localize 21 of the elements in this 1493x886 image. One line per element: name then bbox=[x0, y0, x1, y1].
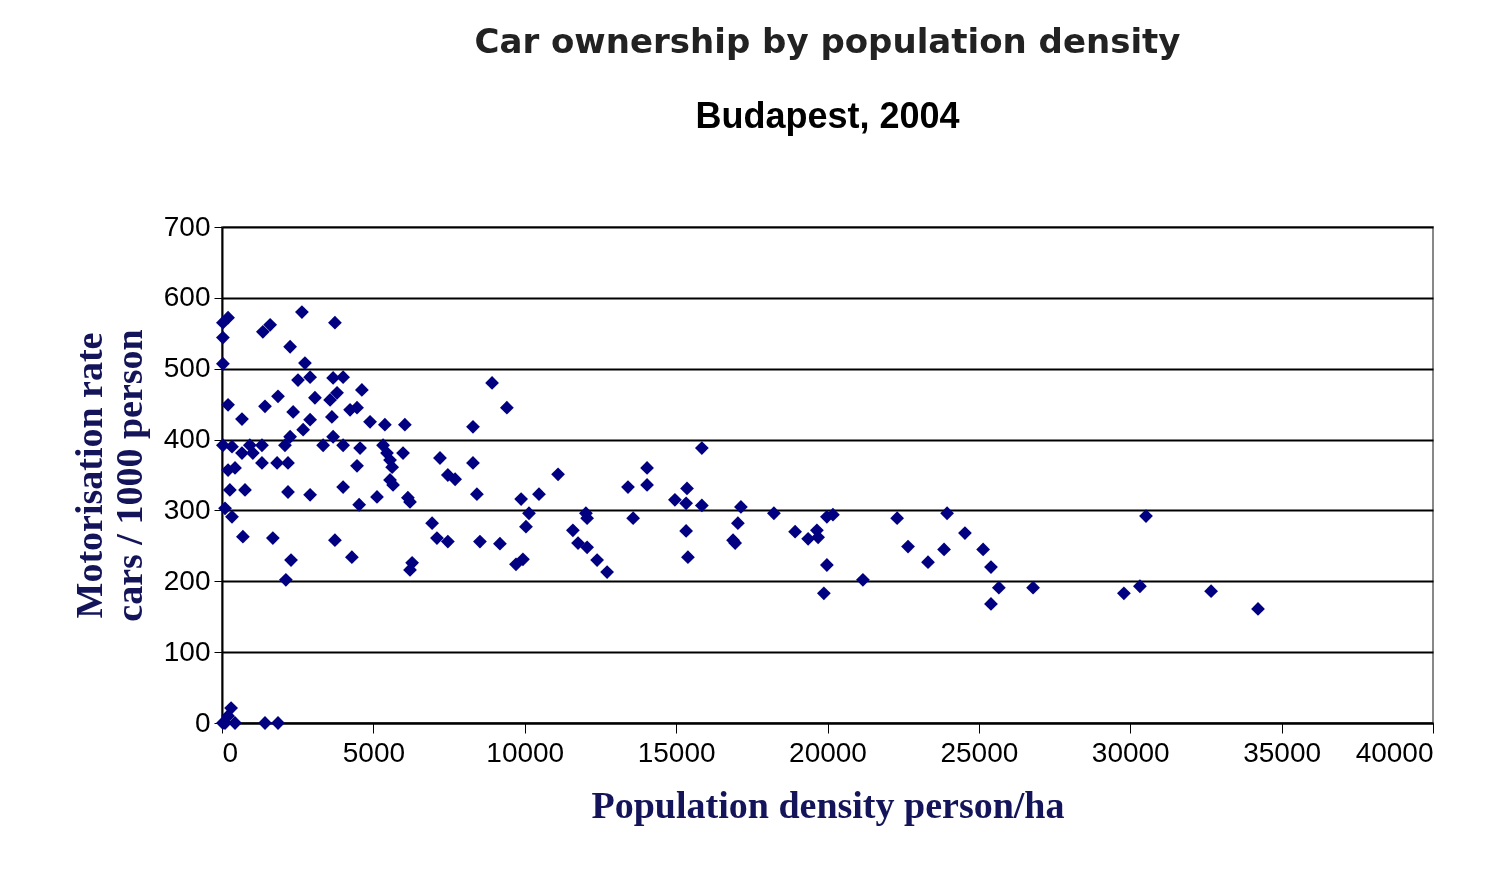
y-tick-label: 400 bbox=[163, 423, 211, 455]
x-tick-label: 15000 bbox=[637, 736, 716, 768]
x-tick-label: 0 bbox=[222, 736, 239, 768]
chart-subtitle: Budapest, 2004 bbox=[695, 95, 960, 136]
x-tick-label: 20000 bbox=[789, 736, 867, 768]
chart-title: Car ownership by population density bbox=[474, 21, 1181, 61]
x-tick-label: 30000 bbox=[1091, 736, 1170, 768]
y-tick-label: 500 bbox=[163, 352, 211, 384]
x-tick-label: 25000 bbox=[940, 736, 1019, 768]
x-tick-label: 35000 bbox=[1243, 736, 1322, 768]
y-tick-label: 100 bbox=[163, 635, 211, 667]
x-tick-label: 10000 bbox=[486, 736, 565, 768]
y-tick-label: 600 bbox=[163, 281, 211, 313]
y-tick-label: 200 bbox=[163, 564, 211, 596]
y-tick-label: 700 bbox=[163, 210, 211, 242]
x-tick-label: 5000 bbox=[342, 736, 406, 768]
x-tick-label: 40000 bbox=[1355, 736, 1434, 768]
x-axis-title: Population density person/ha bbox=[591, 783, 1065, 826]
y-axis-title: Motorisation rate cars / 1000 person bbox=[67, 329, 150, 622]
y-tick-label: 0 bbox=[194, 706, 211, 738]
y-tick-label: 300 bbox=[163, 493, 211, 525]
